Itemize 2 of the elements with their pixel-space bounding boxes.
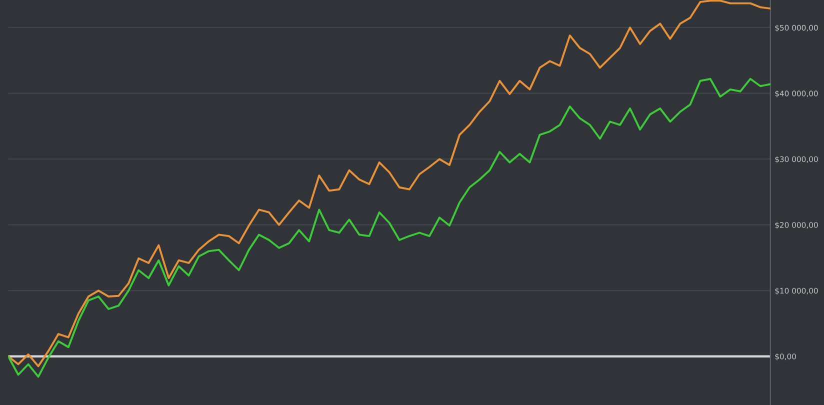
line-series: [8, 0, 770, 368]
line-series: [8, 78, 770, 378]
